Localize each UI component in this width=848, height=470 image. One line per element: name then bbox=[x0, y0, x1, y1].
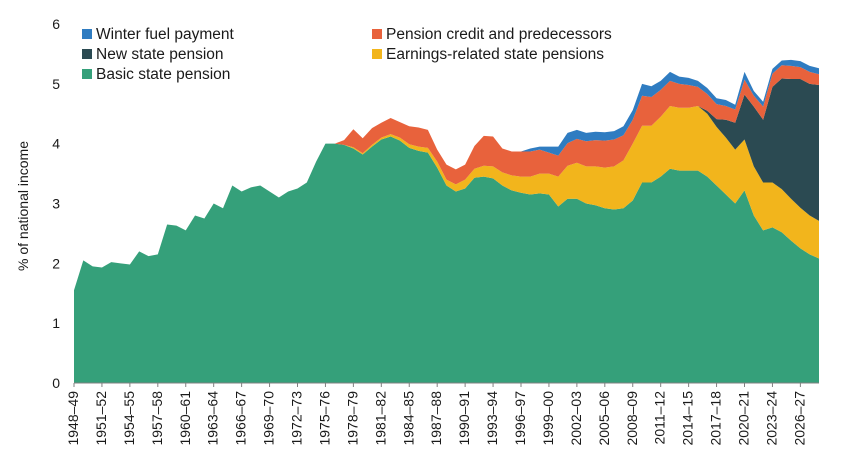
x-tick-label: 1957–58 bbox=[149, 391, 165, 446]
x-tick-labels: 1948–49 1951–52 1954–55 1957–58 1960–61 1963–… bbox=[65, 391, 807, 446]
x-tick-label: 1954–55 bbox=[121, 391, 137, 446]
x-tick-label: 2005–06 bbox=[596, 391, 612, 446]
area-earnings-related-state-pensions bbox=[74, 105, 819, 291]
y-tick-label: 1 bbox=[52, 315, 60, 331]
x-tick-label: 1966–67 bbox=[233, 391, 249, 446]
legend-label-new-state-pension: New state pension bbox=[96, 46, 224, 63]
legend-swatch-pension-credit-and-predecessors bbox=[372, 29, 382, 39]
axes bbox=[73, 382, 819, 387]
area-basic-state-pension bbox=[74, 136, 819, 383]
x-tick-label: 1981–82 bbox=[372, 391, 388, 446]
y-tick-label: 4 bbox=[52, 136, 60, 152]
legend-label-basic-state-pension: Basic state pension bbox=[96, 66, 230, 83]
x-tick-label: 1978–79 bbox=[344, 391, 360, 446]
legend-label-earnings-related-state-pensions: Earnings-related state pensions bbox=[386, 46, 604, 63]
x-tick-label: 1993–94 bbox=[484, 391, 500, 446]
x-tick-label: 1999–00 bbox=[540, 391, 556, 446]
x-tick-label: 1960–61 bbox=[177, 391, 193, 446]
area-new-state-pension bbox=[74, 78, 819, 291]
x-tick-label: 1972–73 bbox=[289, 391, 305, 446]
x-tick-label: 2020–21 bbox=[736, 391, 752, 446]
y-tick-label: 5 bbox=[52, 76, 60, 92]
legend-swatch-basic-state-pension bbox=[82, 69, 92, 79]
area-winter-fuel-payment bbox=[74, 59, 819, 291]
x-tick-label: 1963–64 bbox=[205, 391, 221, 446]
legend: Winter fuel payment Pension credit and pr… bbox=[82, 26, 612, 83]
x-tick-label: 1948–49 bbox=[65, 391, 81, 446]
x-tick-label: 1984–85 bbox=[400, 391, 416, 446]
area-pension-credit-and-predecessors bbox=[74, 65, 819, 291]
x-tick-label: 2008–09 bbox=[624, 391, 640, 446]
legend-label-pension-credit-and-predecessors: Pension credit and predecessors bbox=[386, 26, 612, 43]
x-tick-label: 2017–18 bbox=[708, 391, 724, 446]
x-tick-label: 2026–27 bbox=[791, 391, 807, 446]
x-tick-label: 1969–70 bbox=[261, 391, 277, 446]
x-tick-label: 2002–03 bbox=[568, 391, 584, 446]
x-tick-label: 1975–76 bbox=[316, 391, 332, 446]
x-tick-label: 1951–52 bbox=[93, 391, 109, 446]
x-tick-label: 1996–97 bbox=[512, 391, 528, 446]
legend-label-winter-fuel-payment: Winter fuel payment bbox=[96, 26, 235, 43]
x-tick-label: 1987–88 bbox=[428, 391, 444, 446]
legend-swatch-new-state-pension bbox=[82, 49, 92, 59]
x-tick-label: 1990–91 bbox=[456, 391, 472, 446]
y-tick-labels: 0 1 2 3 4 5 6 bbox=[52, 16, 60, 391]
legend-swatch-winter-fuel-payment bbox=[82, 29, 92, 39]
x-tick-label: 2023–24 bbox=[763, 391, 779, 446]
y-tick-label: 3 bbox=[52, 196, 60, 212]
y-axis-title: % of national income bbox=[15, 141, 31, 271]
y-tick-label: 0 bbox=[52, 375, 60, 391]
legend-swatch-earnings-related-state-pensions bbox=[372, 49, 382, 59]
y-tick-label: 6 bbox=[52, 16, 60, 32]
x-tick-label: 2011–12 bbox=[652, 391, 668, 445]
y-tick-label: 2 bbox=[52, 255, 60, 271]
stacked-areas bbox=[74, 59, 819, 383]
x-tick-label: 2014–15 bbox=[680, 391, 696, 446]
